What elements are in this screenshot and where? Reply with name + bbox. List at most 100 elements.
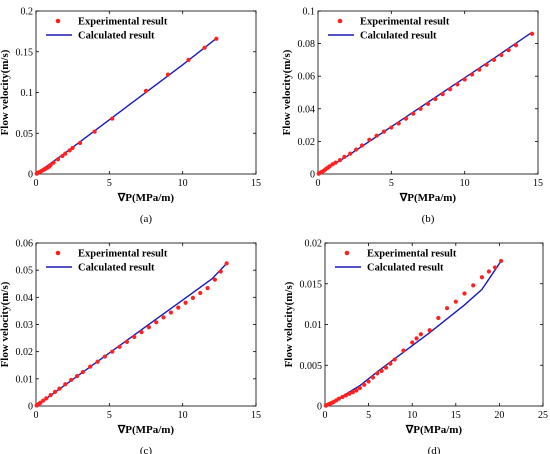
experimental-point [183, 300, 188, 305]
experimental-point [362, 382, 367, 387]
legend-marker-experimental [337, 18, 343, 24]
experimental-point [205, 285, 210, 291]
y-axis-label: Flow velocity(m/s) [0, 281, 11, 367]
y-axis-label: Flow velocity(m/s) [281, 49, 293, 135]
experimental-point [350, 390, 356, 395]
y-tick-label: 0.2 [21, 7, 34, 18]
experimental-point [492, 265, 498, 270]
panel-caption: (d) [428, 445, 441, 454]
experimental-point [176, 305, 181, 310]
experimental-point [375, 371, 380, 376]
experimental-point [63, 382, 68, 387]
x-tick-label: 0 [34, 410, 39, 421]
y-tick-label: 0.04 [298, 104, 316, 115]
experimental-point [60, 153, 65, 159]
y-tick-label: 0.06 [16, 239, 34, 250]
experimental-point [444, 306, 450, 311]
x-tick-label: 10 [178, 410, 188, 421]
experimental-point [436, 315, 441, 321]
legend-label: Calculated result [367, 263, 444, 274]
calculated-series-line [324, 260, 502, 407]
experimental-point [388, 361, 393, 366]
experimental-point [132, 334, 137, 340]
experimental-point [67, 148, 72, 153]
experimental-point [202, 45, 207, 50]
experimental-point [154, 320, 159, 325]
chart-panel-2: 0 5 10 15 0 0.01 0.02 0.03 0.04 0.05 0.06 ∇P(MPa/m)… [0, 239, 261, 454]
legend-label: Experimental result [78, 249, 168, 260]
experimental-point [513, 43, 519, 48]
experimental-point [340, 394, 345, 400]
experimental-point [218, 269, 223, 274]
experimental-point [44, 396, 49, 401]
experimental-point [469, 72, 475, 77]
experimental-point [484, 62, 489, 67]
experimental-point [410, 340, 415, 345]
experimental-point [52, 389, 58, 394]
x-tick-label: 15 [533, 178, 543, 189]
experimental-point [370, 375, 376, 380]
legend-label: Calculated result [78, 31, 155, 42]
chart-panel-0: 0 5 10 15 0 0.05 0.1 0.15 0.2 ∇P(MPa/m) Flow veloc… [0, 7, 261, 226]
x-axis-label: ∇P(MPa/m) [405, 424, 463, 436]
experimental-point [63, 151, 68, 156]
legend-marker-experimental [344, 250, 350, 256]
y-tick-label: 0.01 [16, 374, 34, 385]
x-tick-label: 5 [107, 178, 112, 189]
experimental-point [348, 151, 353, 156]
y-tick-label: 0.03 [16, 320, 34, 331]
y-tick-label: 0.02 [298, 137, 316, 148]
y-tick-label: 0.005 [300, 361, 323, 372]
experimental-point [425, 101, 431, 107]
x-tick-label: 25 [538, 410, 548, 421]
panel-caption: (c) [140, 445, 153, 454]
experimental-point [110, 349, 115, 354]
experimental-point [396, 121, 401, 126]
experimental-point [374, 133, 379, 138]
experimental-point [411, 111, 416, 116]
chart-panel-3: 0 5 10 15 20 25 0 0.005 0.01 0.015 0.02 ∇P(MPa/m) Fl… [283, 239, 548, 454]
y-tick-label: 0.08 [298, 39, 316, 50]
y-tick-label: 0.02 [16, 347, 34, 358]
x-tick-label: 0 [316, 178, 321, 189]
experimental-point [479, 275, 485, 280]
y-tick-label: 0.015 [300, 279, 323, 290]
x-tick-label: 10 [460, 178, 470, 189]
experimental-point [95, 359, 100, 364]
experimental-point [117, 344, 122, 349]
experimental-point [38, 400, 43, 405]
y-tick-label: 0.1 [303, 7, 316, 18]
experimental-point [92, 129, 97, 134]
experimental-point [343, 393, 349, 398]
experimental-point [110, 116, 115, 121]
legend-label: Calculated result [78, 263, 155, 274]
experimental-point [383, 365, 389, 370]
experimental-point [418, 106, 423, 111]
experimental-point [48, 162, 53, 168]
x-axis-label: ∇P(MPa/m) [117, 192, 175, 204]
experimental-point [392, 357, 397, 362]
experimental-point [379, 368, 384, 374]
y-tick-label: 0 [28, 170, 33, 181]
experimental-point [342, 154, 347, 159]
experimental-point [70, 145, 75, 151]
experimental-point [77, 140, 83, 146]
y-tick-label: 0.1 [21, 88, 34, 99]
x-tick-label: 5 [366, 410, 371, 421]
chart-panel-1: 0 5 10 15 0 0.02 0.04 0.06 0.08 0.1 ∇P(MPa/m) Flow … [281, 7, 543, 226]
x-tick-label: 15 [251, 178, 261, 189]
experimental-point [499, 52, 504, 58]
experimental-point [403, 116, 409, 121]
experimental-point [88, 364, 93, 369]
experimental-point [477, 67, 482, 72]
experimental-point [471, 283, 476, 288]
experimental-point [440, 92, 445, 97]
experimental-point [146, 325, 152, 330]
experimental-point [41, 398, 46, 403]
experimental-point [69, 377, 74, 383]
experimental-point [51, 160, 56, 165]
y-axis-label: Flow velocity(m/s) [0, 49, 11, 135]
experimental-point [336, 396, 342, 401]
experimental-point [357, 385, 362, 391]
x-tick-label: 5 [389, 178, 394, 189]
